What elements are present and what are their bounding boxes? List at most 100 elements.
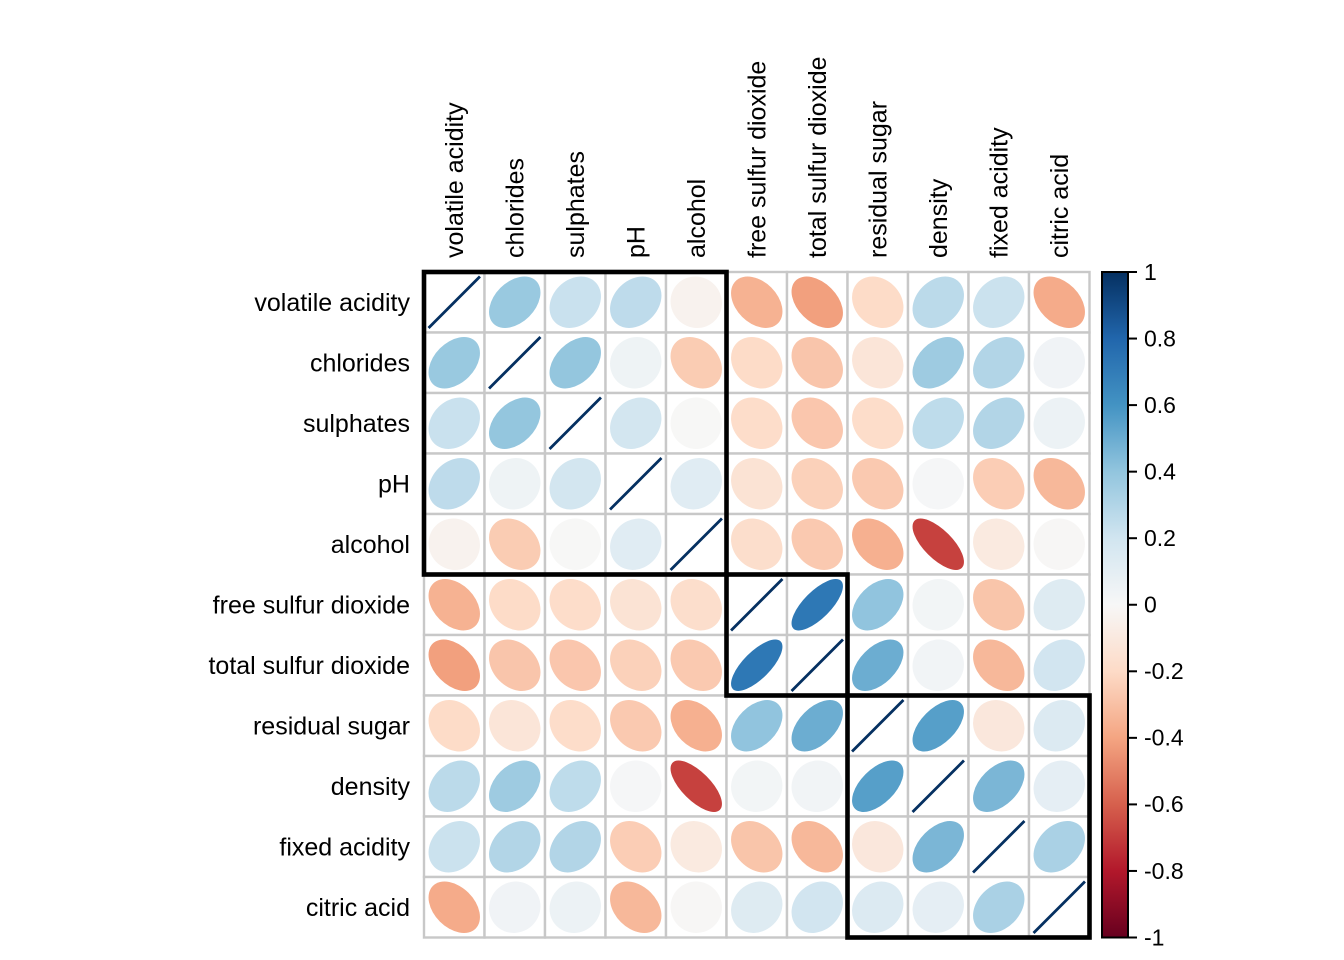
correlation-ellipse (1033, 639, 1085, 691)
correlation-ellipse (549, 458, 601, 510)
correlation-ellipse (428, 518, 480, 570)
correlation-ellipse (549, 881, 601, 933)
correlation-ellipse (791, 881, 843, 933)
correlation-ellipse (670, 700, 722, 752)
diagonal-correlation-line (548, 396, 602, 450)
correlation-ellipse (973, 337, 1025, 389)
correlation-ellipse (852, 821, 904, 873)
correlation-ellipse (852, 337, 904, 389)
correlation-ellipse (973, 397, 1025, 449)
row-label: sulphates (303, 410, 410, 438)
colorbar (1101, 271, 1129, 939)
column-label: pH (622, 226, 650, 258)
correlation-ellipse (1033, 458, 1085, 510)
diagonal-correlation-line (609, 457, 663, 511)
correlation-ellipse (549, 760, 601, 812)
row-label: fixed acidity (279, 833, 410, 861)
correlation-ellipse (428, 337, 480, 389)
correlation-ellipse (670, 579, 722, 631)
correlation-ellipse (670, 760, 722, 812)
correlation-ellipse (791, 700, 843, 752)
colorbar-tick-label: 0.8 (1144, 325, 1176, 351)
correlation-ellipse (428, 821, 480, 873)
row-label: volatile acidity (254, 289, 410, 317)
colorbar-tick-label: -0.4 (1144, 725, 1184, 751)
correlation-ellipse (973, 518, 1025, 570)
correlation-ellipse (428, 639, 480, 691)
correlation-ellipse (852, 458, 904, 510)
correlation-ellipse (912, 518, 964, 570)
correlation-ellipse (791, 579, 843, 631)
column-label: density (925, 178, 953, 258)
correlation-ellipse (791, 760, 843, 812)
correlation-ellipse (549, 276, 601, 328)
colorbar-tick-label: -0.8 (1144, 858, 1184, 884)
correlation-ellipse (610, 397, 662, 449)
correlation-ellipse (912, 337, 964, 389)
correlation-ellipse (731, 518, 783, 570)
correlation-ellipse (791, 518, 843, 570)
correlation-ellipse (912, 458, 964, 510)
correlation-ellipse (731, 458, 783, 510)
correlation-ellipse (610, 821, 662, 873)
correlation-ellipse (610, 518, 662, 570)
correlation-ellipse (489, 700, 541, 752)
row-label: chlorides (310, 349, 410, 377)
colorbar-tick-label: 0 (1144, 592, 1157, 618)
correlation-ellipse (912, 579, 964, 631)
column-label: residual sugar (864, 101, 892, 258)
correlation-ellipse (549, 579, 601, 631)
colorbar-tick-label: 1 (1144, 259, 1157, 285)
diagonal-correlation-line (851, 699, 905, 753)
correlation-ellipse (549, 337, 601, 389)
correlation-ellipse (731, 700, 783, 752)
correlation-ellipse (489, 458, 541, 510)
correlation-ellipse (731, 639, 783, 691)
correlation-ellipse (610, 579, 662, 631)
column-label: volatile acidity (441, 102, 469, 258)
colorbar-tick-label: 0.6 (1144, 392, 1176, 418)
correlation-ellipse (428, 700, 480, 752)
colorbar-tick-label: -0.2 (1144, 658, 1184, 684)
correlation-ellipse (1033, 700, 1085, 752)
colorbar-tick-label: -0.6 (1144, 791, 1184, 817)
colorbar-tick-label: 0.2 (1144, 525, 1176, 551)
correlation-ellipse (731, 276, 783, 328)
correlation-ellipse (610, 700, 662, 752)
diagonal-correlation-line (972, 820, 1026, 874)
correlation-ellipse (1033, 397, 1085, 449)
correlation-ellipse (489, 397, 541, 449)
correlation-ellipse (428, 458, 480, 510)
colorbar-tick-label: -1 (1144, 924, 1164, 950)
row-label: density (331, 773, 411, 801)
correlation-ellipse (670, 397, 722, 449)
correlation-ellipse (852, 518, 904, 570)
correlation-ellipse (791, 458, 843, 510)
correlation-ellipse (731, 881, 783, 933)
correlation-ellipse (610, 760, 662, 812)
correlation-ellipse (791, 276, 843, 328)
correlation-ellipse (670, 337, 722, 389)
correlation-ellipse (1033, 518, 1085, 570)
correlation-ellipse (670, 881, 722, 933)
correlation-ellipse (852, 276, 904, 328)
correlation-ellipse (791, 821, 843, 873)
correlation-ellipse (791, 397, 843, 449)
column-label: free sulfur dioxide (743, 61, 771, 258)
correlation-ellipse (670, 639, 722, 691)
correlation-ellipse (1033, 760, 1085, 812)
correlation-ellipse (973, 276, 1025, 328)
correlation-ellipse (852, 639, 904, 691)
cluster-rectangle (845, 693, 1092, 940)
correlation-ellipse (731, 337, 783, 389)
correlation-ellipse (670, 276, 722, 328)
correlation-ellipse (670, 821, 722, 873)
colorbar-tick-label: 0.4 (1144, 458, 1176, 484)
column-label: total sulfur dioxide (804, 56, 832, 258)
correlation-ellipse (912, 700, 964, 752)
correlation-ellipse (549, 821, 601, 873)
correlation-ellipse (973, 639, 1025, 691)
correlation-ellipse (549, 518, 601, 570)
correlation-ellipse (610, 276, 662, 328)
correlation-ellipse (489, 579, 541, 631)
